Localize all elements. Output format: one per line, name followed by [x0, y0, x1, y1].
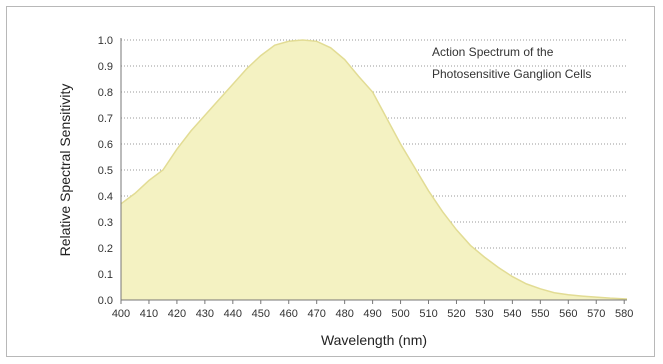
x-tick-label: 460 [280, 308, 298, 320]
label-layer: 0.0 0.1 0.2 0.3 0.4 0.5 0.6 0.7 0.8 0.9 1.0 400 410 4… [98, 35, 634, 320]
y-tick-label: 0.2 [98, 243, 113, 255]
x-tick-label: 530 [475, 308, 493, 320]
y-tick-label: 1.0 [98, 35, 113, 47]
x-tick-label: 440 [224, 308, 242, 320]
x-tick-label: 520 [447, 308, 465, 320]
axis-layer [120, 38, 627, 304]
x-tick-label: 490 [363, 308, 381, 320]
y-tick-label: 0.0 [98, 295, 113, 307]
annotation-line-1: Action Spectrum of the [432, 45, 554, 59]
y-tick-label: 0.9 [98, 61, 113, 73]
x-tick-label: 420 [168, 308, 186, 320]
x-tick-label: 450 [252, 308, 270, 320]
x-tick-label: 550 [531, 308, 549, 320]
y-tick-label: 0.4 [98, 191, 113, 203]
x-tick-label: 430 [196, 308, 214, 320]
x-tick-label: 470 [308, 308, 326, 320]
x-tick-label: 500 [391, 308, 409, 320]
y-tick-label: 0.6 [98, 139, 113, 151]
spectrum-area [121, 40, 627, 300]
y-tick-label: 0.7 [98, 113, 113, 125]
spectrum-line [120, 39, 628, 300]
x-tick-label: 400 [112, 308, 130, 320]
x-tick-label: 480 [335, 308, 353, 320]
annotation-line-2: Photosensitive Ganglion Cells [432, 67, 591, 81]
x-tick-label: 510 [419, 308, 437, 320]
x-tick-label: 570 [587, 308, 605, 320]
x-axis-title: Wavelength (nm) [321, 332, 427, 348]
x-tick-label: 560 [559, 308, 577, 320]
y-tick-label: 0.1 [98, 269, 113, 281]
y-tick-label: 0.5 [98, 165, 113, 177]
x-tick-label: 540 [503, 308, 521, 320]
x-tick-label: 580 [615, 308, 633, 320]
y-tick-label: 0.3 [98, 217, 113, 229]
y-axis-title: Relative Spectral Sensitivity [57, 84, 73, 257]
area-layer [120, 39, 628, 300]
x-tick-label: 410 [140, 308, 158, 320]
y-tick-label: 0.8 [98, 87, 113, 99]
